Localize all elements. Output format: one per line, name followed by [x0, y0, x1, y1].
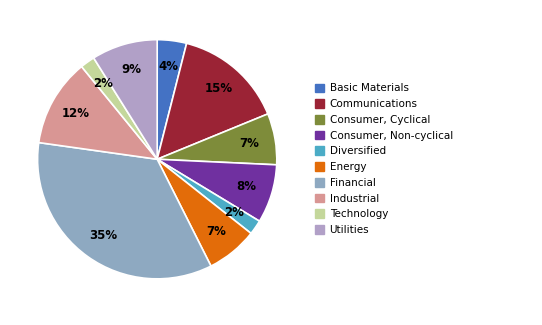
Wedge shape — [94, 40, 157, 159]
Wedge shape — [157, 159, 260, 233]
Wedge shape — [157, 114, 277, 165]
Text: 8%: 8% — [236, 180, 256, 193]
Text: 7%: 7% — [239, 137, 259, 150]
Wedge shape — [82, 58, 157, 159]
Wedge shape — [157, 43, 268, 159]
Text: 15%: 15% — [204, 82, 233, 95]
Text: 4%: 4% — [159, 60, 179, 73]
Text: 35%: 35% — [89, 228, 117, 241]
Wedge shape — [157, 159, 276, 221]
Wedge shape — [38, 67, 157, 159]
Text: 2%: 2% — [224, 206, 244, 219]
Text: 7%: 7% — [206, 225, 226, 238]
Wedge shape — [157, 159, 251, 266]
Legend: Basic Materials, Communications, Consumer, Cyclical, Consumer, Non-cyclical, Div: Basic Materials, Communications, Consume… — [312, 80, 456, 238]
Wedge shape — [157, 40, 186, 159]
Text: 12%: 12% — [62, 107, 90, 120]
Wedge shape — [37, 143, 211, 279]
Text: 9%: 9% — [121, 63, 141, 76]
Text: 2%: 2% — [93, 77, 113, 90]
